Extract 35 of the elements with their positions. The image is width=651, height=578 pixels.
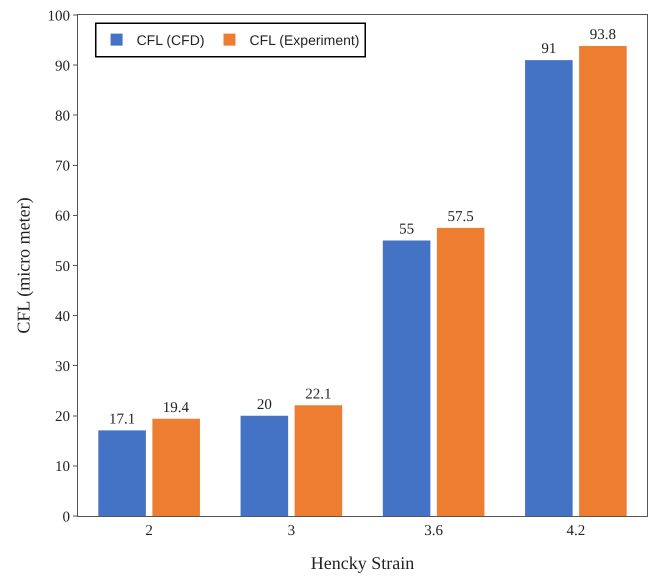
data-label: 55 — [399, 221, 414, 238]
x-axis-title: Hencky Strain — [310, 553, 414, 574]
y-tick-label: 90 — [55, 58, 70, 74]
bar — [525, 60, 573, 516]
bar — [98, 430, 146, 516]
bar — [579, 46, 627, 516]
x-tick-label: 3 — [288, 523, 296, 539]
data-label: 93.8 — [590, 27, 616, 44]
data-label: 17.1 — [108, 411, 136, 428]
y-tick-label: 70 — [55, 158, 70, 175]
data-label: 22.1 — [305, 386, 332, 402]
bar — [294, 405, 342, 516]
y-tick-label: 20 — [55, 409, 70, 426]
y-tick-label: 80 — [55, 108, 70, 124]
y-tick-label: 10 — [55, 459, 70, 476]
y-tick-label: 0 — [62, 509, 70, 526]
bar — [240, 416, 288, 516]
y-axis-title: CFL (micro meter) — [14, 197, 34, 334]
data-label: 57.5 — [448, 208, 474, 225]
data-label: 19.4 — [162, 400, 190, 416]
x-tick-label: 3.6 — [424, 523, 444, 539]
y-tick-label: 60 — [55, 208, 70, 225]
y-tick-label: 100 — [48, 8, 70, 24]
legend-label: CFL (Experiment) — [249, 32, 360, 48]
y-tick-label: 50 — [55, 258, 70, 275]
x-tick-label: 4.2 — [566, 523, 586, 539]
y-tick-label: 40 — [55, 308, 70, 325]
bar — [382, 240, 430, 516]
y-tick-label: 30 — [55, 358, 70, 375]
bar — [152, 418, 200, 516]
data-label: 91 — [541, 41, 556, 58]
bar — [436, 228, 484, 516]
legend-label: CFL (CFD) — [136, 32, 204, 48]
x-tick-label: 2 — [145, 523, 153, 539]
data-label: 20 — [256, 396, 272, 413]
